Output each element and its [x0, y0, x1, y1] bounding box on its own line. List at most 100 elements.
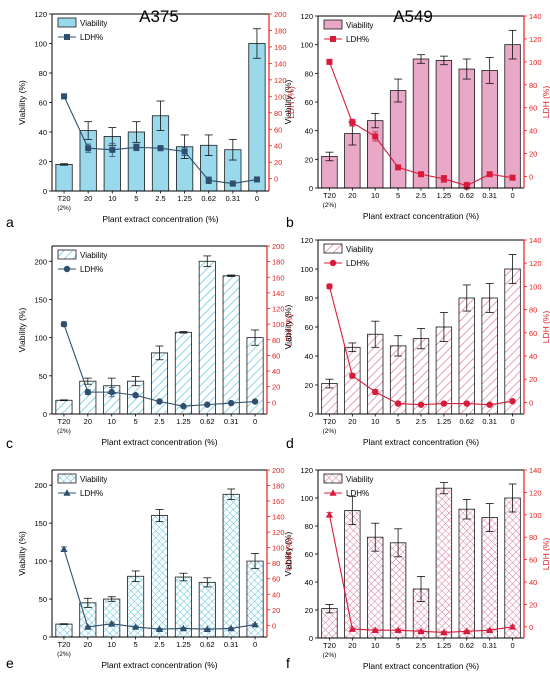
- y-tick-label: 50: [39, 372, 47, 381]
- viability-bar: [504, 44, 521, 189]
- ldh-point: [372, 388, 379, 396]
- x-tick-label: 2.5: [416, 641, 426, 650]
- y2-tick-label: 60: [274, 125, 282, 134]
- x-tick-label: 5: [134, 417, 138, 426]
- x-tick-label: 1.25: [176, 640, 191, 649]
- x-tick-label: 0: [253, 417, 257, 426]
- y2-tick-label: 20: [529, 150, 537, 159]
- x-tick-label: 20: [84, 640, 92, 649]
- x-tick-label: 10: [108, 417, 116, 426]
- panel-letter: a: [6, 214, 14, 230]
- y2-tick-label: 180: [272, 482, 285, 491]
- x-tick-label: T20 (2%): [57, 640, 71, 658]
- legend: Viability LDH%: [323, 243, 373, 268]
- ldh-point: [509, 398, 516, 405]
- x-tick-label: 2.5: [416, 417, 426, 426]
- viability-bar: [344, 346, 361, 415]
- chart-panel-e: 050100150200020406080100120140160180200T…: [6, 466, 294, 671]
- x-axis-title: Plant extract concentration (%): [101, 660, 217, 670]
- viability-bar: [458, 297, 475, 415]
- ldh-point: [372, 133, 379, 140]
- ldh-point: [349, 119, 356, 126]
- viability-bar: [321, 156, 338, 189]
- y-tick-label: 80: [305, 69, 313, 78]
- y-tick-label: 0: [43, 187, 47, 196]
- y2-tick-label: 0: [272, 621, 276, 630]
- y-tick-label: 40: [39, 128, 47, 137]
- x-tick-label: 1.25: [437, 417, 452, 426]
- legend-label-viability: Viability: [80, 19, 107, 28]
- ldh-point: [325, 511, 334, 518]
- viability-bar: [150, 352, 169, 415]
- ldh-point: [509, 174, 516, 181]
- y-tick-label: 150: [34, 295, 47, 304]
- x-tick-label: 2.5: [154, 640, 164, 649]
- ldh-point: [157, 145, 164, 152]
- ldh-point: [463, 400, 470, 407]
- legend-swatch-viability: [323, 473, 343, 484]
- y-tick-label: 50: [39, 595, 47, 604]
- y2-tick-label: 80: [529, 81, 537, 90]
- x-tick-label: 20: [84, 194, 92, 203]
- x-tick-label: 10: [371, 641, 379, 650]
- legend-swatch-viability: [57, 473, 77, 484]
- viability-bar: [79, 380, 97, 415]
- x-tick-label: 20: [348, 191, 356, 200]
- y2-axis-title: LDH (%): [541, 538, 550, 571]
- x-tick-label: 0.62: [459, 641, 474, 650]
- ldh-point: [326, 283, 333, 290]
- y2-tick-label: 140: [272, 513, 285, 522]
- y2-tick-label: 140: [529, 466, 542, 475]
- y2-tick-label: 60: [529, 329, 537, 338]
- y2-tick-label: 40: [274, 142, 282, 151]
- y2-tick-label: 20: [274, 158, 282, 167]
- ldh-point: [132, 623, 140, 630]
- y-tick-label: 20: [39, 158, 47, 167]
- ldh-point: [84, 623, 92, 630]
- y2-tick-label: 160: [274, 43, 287, 52]
- y2-tick-label: 140: [274, 59, 287, 68]
- panel-letter: b: [286, 214, 294, 230]
- y-tick-label: 40: [305, 127, 313, 136]
- x-tick-label: 0.62: [201, 194, 216, 203]
- y2-tick-label: 40: [529, 352, 537, 361]
- ldh-point: [109, 146, 116, 153]
- y2-tick-label: 60: [272, 575, 280, 584]
- x-tick-label: 0.31: [482, 641, 497, 650]
- x-tick-label: 2.5: [416, 191, 426, 200]
- legend: Viability LDH%: [57, 17, 107, 42]
- legend: Viability LDH%: [57, 249, 107, 274]
- viability-bar: [458, 508, 475, 639]
- y-tick-label: 120: [300, 466, 313, 475]
- x-tick-label: 1.25: [177, 194, 192, 203]
- ldh-point: [486, 626, 494, 633]
- legend-marker-ldh: [330, 36, 336, 42]
- legend-marker-ldh: [329, 259, 337, 267]
- x-tick-label: 5: [134, 194, 138, 203]
- ldh-point: [440, 400, 448, 407]
- ldh-point: [418, 171, 424, 178]
- legend-marker-ldh: [63, 489, 71, 496]
- ldh-point: [155, 625, 164, 633]
- ldh-point: [251, 620, 259, 628]
- ldh-point: [251, 398, 259, 405]
- legend-marker-ldh: [329, 489, 337, 496]
- y-tick-label: 20: [305, 606, 313, 615]
- x-tick-label: 5: [396, 641, 400, 650]
- y-axis-title: Viability (%): [17, 531, 27, 576]
- ldh-point: [486, 401, 493, 408]
- y2-tick-label: 140: [529, 12, 542, 21]
- y-tick-label: 200: [34, 257, 47, 266]
- ldh-point: [227, 624, 235, 632]
- y2-tick-label: 100: [529, 511, 542, 520]
- y-axis-title: Viability (%): [17, 307, 27, 352]
- viability-bar: [481, 70, 498, 189]
- legend: Viability LDH%: [323, 19, 373, 44]
- x-tick-label: 0.62: [200, 640, 215, 649]
- ldh-point: [205, 177, 212, 184]
- x-tick-label: T20 (2%): [323, 641, 337, 659]
- x-tick-label: 20: [84, 417, 92, 426]
